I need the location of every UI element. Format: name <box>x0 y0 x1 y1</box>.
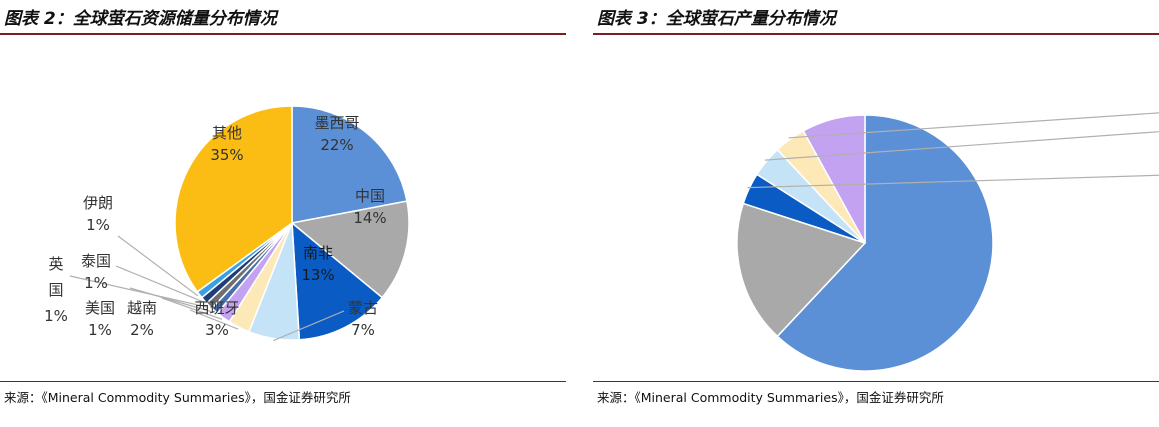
slice-value-label-1: 14% <box>353 209 386 227</box>
production-pie-chart: 中国62%墨西哥18%南非4%越南4%蒙古4%其他8% <box>736 112 1159 372</box>
leader-line-6 <box>129 287 214 313</box>
slice-value-label-3: 7% <box>351 321 375 339</box>
leader-line-3 <box>273 310 345 342</box>
reserves-panel: 图表 2：全球萤石资源储量分布情况 墨西哥 22% 中国 14% 南非 13% 蒙古 7% 西班… <box>0 0 566 427</box>
pie-slice-10 <box>174 105 293 293</box>
pie-slices <box>736 114 994 372</box>
slice-name-label-3: 蒙古 <box>348 299 378 317</box>
slice-name-label-7: 英国 <box>48 255 63 299</box>
slice-value-label-4: 3% <box>205 321 229 339</box>
slice-value-label-6: 1% <box>88 321 112 339</box>
slice-value-label-2: 13% <box>301 266 334 284</box>
pie-slice-1 <box>736 202 867 338</box>
chart-title: 图表 2：全球萤石资源储量分布情况 <box>4 9 277 29</box>
slice-value-label-0: 22% <box>320 136 353 154</box>
pie-slices <box>174 105 410 341</box>
slice-value-label-7: 1% <box>44 307 68 325</box>
pie-slice-0 <box>776 114 994 372</box>
leader-line-3 <box>764 131 1159 161</box>
leader-line-5 <box>161 297 223 320</box>
leader-lines <box>69 235 345 342</box>
chart-title: 图表 3：全球萤石产量分布情况 <box>597 9 836 29</box>
pie-slice-1 <box>290 200 410 299</box>
leader-line-2 <box>747 174 1159 189</box>
slice-name-label-5: 越南 <box>127 299 157 317</box>
pie-slice-2 <box>291 221 384 341</box>
source-rule <box>0 381 566 382</box>
source-rule <box>593 381 1159 382</box>
leader-lines <box>747 112 1159 189</box>
production-panel: 图表 3：全球萤石产量分布情况 中国62%墨西哥18%南非4%越南4%蒙古4%其… <box>593 0 1159 427</box>
leader-line-7 <box>69 275 208 308</box>
slice-name-label-10: 其他 <box>212 124 242 142</box>
pie-slice-0 <box>291 105 408 224</box>
title-rule <box>0 33 566 35</box>
source-note: 来源：《Mineral Commodity Summaries》，国金证券研究所 <box>4 390 351 405</box>
leader-line-4 <box>189 309 239 330</box>
slice-value-label-5: 2% <box>130 321 154 339</box>
slice-name-label-8: 泰国 <box>81 252 111 270</box>
leader-line-4 <box>788 112 1159 139</box>
title-rule <box>593 33 1159 35</box>
slice-name-label-6: 美国 <box>85 299 115 317</box>
slice-name-label-4: 西班牙 <box>194 299 239 317</box>
reserves-pie-chart: 墨西哥 22% 中国 14% 南非 13% 蒙古 7% 西班牙 3% 越南 2% 美国 1% 英国 1% 泰国 1… <box>44 105 410 342</box>
slice-name-label-2: 南非 <box>303 244 333 262</box>
slice-value-label-8: 1% <box>84 274 108 292</box>
slice-value-label-9: 1% <box>86 216 110 234</box>
leader-line-9 <box>117 235 199 297</box>
leader-line-8 <box>115 265 203 303</box>
slice-value-label-10: 35% <box>210 146 243 164</box>
slice-name-label-9: 伊朗 <box>83 194 113 212</box>
source-note: 来源：《Mineral Commodity Summaries》，国金证券研究所 <box>597 390 944 405</box>
slice-labels: 墨西哥 22% 中国 14% 南非 13% 蒙古 7% 西班牙 3% 越南 2% 美国 1% 英国 1% 泰国 1… <box>44 114 387 339</box>
slice-name-label-0: 墨西哥 <box>314 114 359 132</box>
pie-slice-5 <box>802 114 866 244</box>
slice-name-label-1: 中国 <box>355 187 385 205</box>
